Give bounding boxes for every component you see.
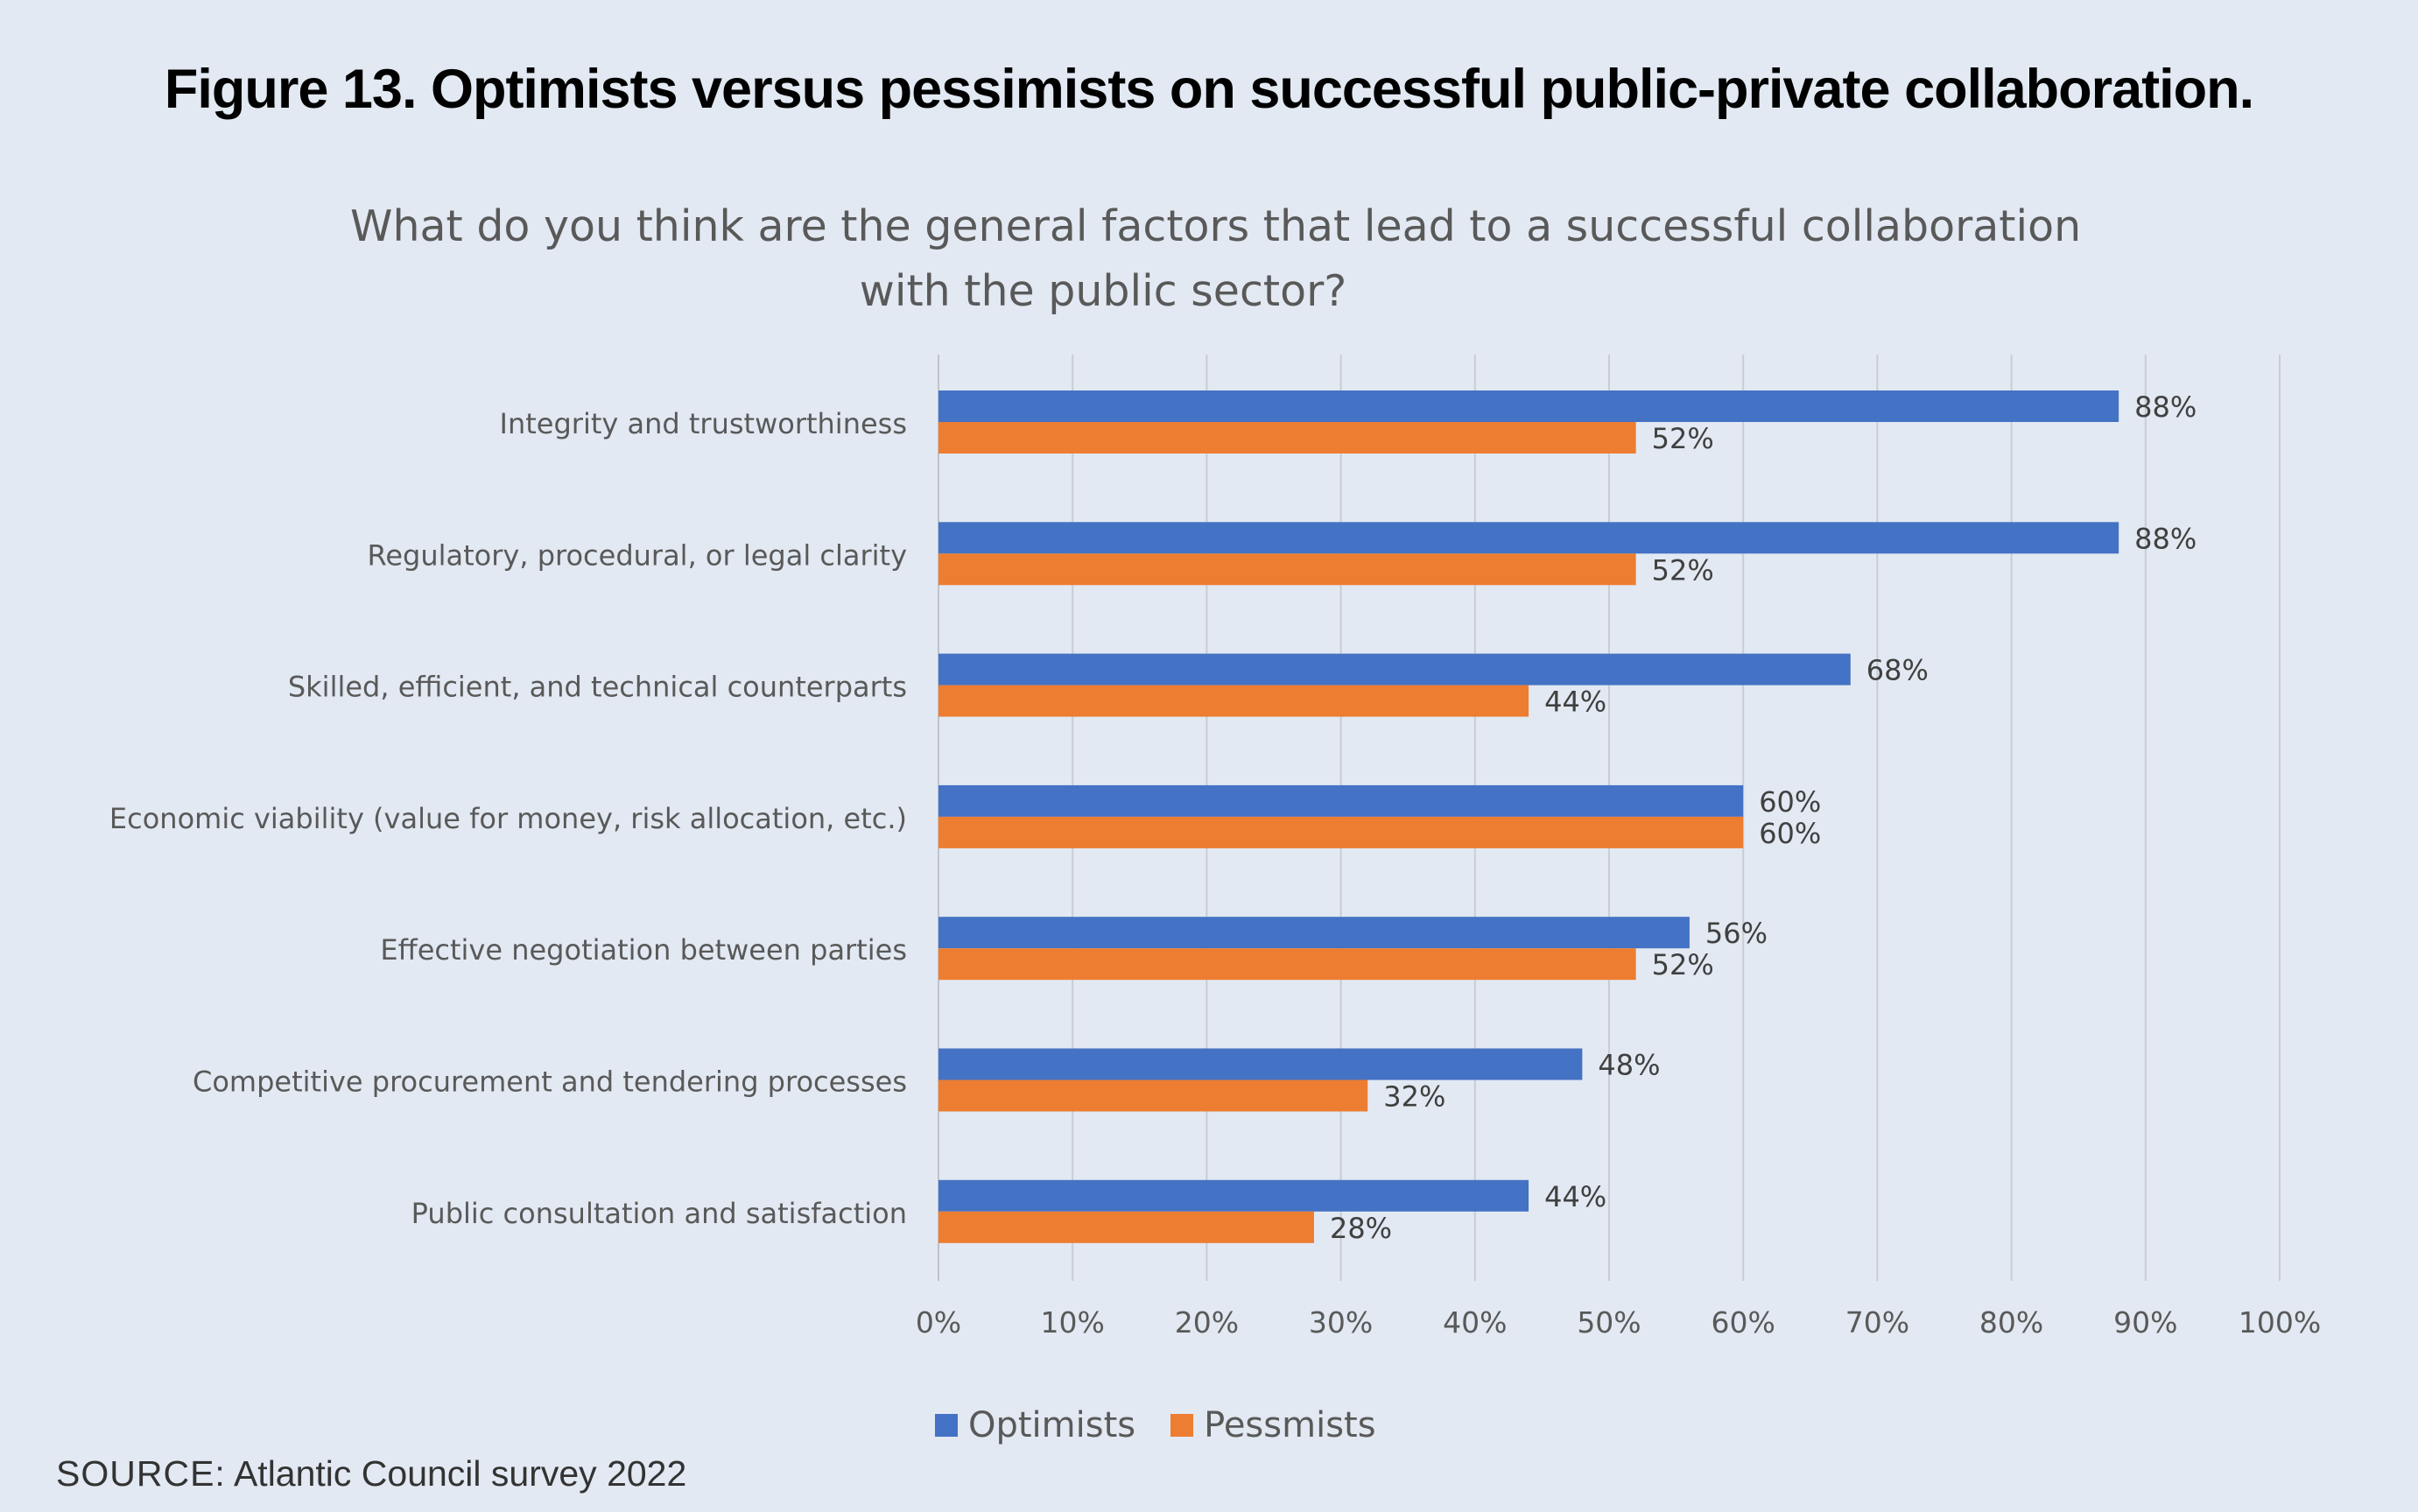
bar-optimists [938,784,1744,817]
data-label-optimists: 56% [1705,917,1768,950]
legend-label-pessimists: Pessmists [1204,1405,1376,1445]
chart-title: What do you think are the general factor… [350,194,2082,324]
bar-pessimists [938,816,1744,848]
data-label-pessimists: 28% [1330,1212,1392,1245]
bar-optimists [938,522,2119,554]
bar-optimists [938,653,1851,686]
data-label-optimists: 68% [1866,654,1929,687]
x-tick-label: 40% [1443,1305,1507,1340]
x-tick-label: 0% [916,1305,961,1340]
legend-swatch-pessimists [1170,1414,1194,1437]
bar-optimists [938,390,2119,422]
category-label: Regulatory, procedural, or legal clarity [368,538,907,572]
x-tick-label: 80% [1979,1305,2043,1340]
bar-pessimists [938,422,1636,454]
data-label-pessimists: 44% [1544,686,1606,719]
x-tick-label: 50% [1577,1305,1641,1340]
x-tick-label: 70% [1845,1305,1909,1340]
x-tick-label: 10% [1041,1305,1105,1340]
data-label-pessimists: 52% [1652,948,1714,981]
legend-item-pessimists: Pessmists [1170,1405,1376,1445]
source-label: SOURCE: [56,1453,226,1494]
x-tick-label: 60% [1712,1305,1775,1340]
source-note: SOURCE: Atlantic Council survey 2022 [56,1453,686,1494]
category-label: Skilled, efficient, and technical counte… [288,671,907,704]
legend: Optimists Pessmists [935,1399,1411,1452]
category-label: Economic viability (value for money, ris… [109,802,907,835]
data-label-optimists: 88% [2134,522,2197,555]
bar-pessimists [938,948,1636,981]
data-label-pessimists: 52% [1652,422,1714,455]
chart-title-line-2: with the public sector? [859,266,1347,316]
source-text: Atlantic Council survey 2022 [233,1453,687,1494]
bar-optimists [938,917,1690,949]
x-tick-label: 100% [2239,1305,2321,1340]
x-tick-label: 90% [2113,1305,2177,1340]
data-label-pessimists: 60% [1759,817,1821,850]
data-labels: 88%52%88%52%68%44%60%60%56%52%48%32%44%2… [1330,390,2197,1245]
category-label: Integrity and trustworthiness [500,407,907,440]
category-label: Effective negotiation between parties [380,933,907,967]
legend-swatch-optimists [935,1414,958,1437]
data-label-optimists: 44% [1544,1180,1606,1213]
bar-optimists [938,1179,1529,1212]
category-labels: Integrity and trustworthiness Regulatory,… [109,407,907,1230]
bar-pessimists [938,553,1636,586]
x-tick-label: 20% [1175,1305,1239,1340]
data-label-optimists: 88% [2134,390,2197,424]
chart-title-line-1: What do you think are the general factor… [350,201,2082,251]
bars [938,390,2119,1243]
category-label: Public consultation and satisfaction [411,1197,907,1230]
bar-pessimists [938,685,1529,717]
figure-title: Figure 13. Optimists versus pessimists o… [164,59,2254,120]
x-tick-labels: 0% 10% 20% 30% 40% 50% 60% 70% 80% 90% 100% [916,1305,2321,1340]
bar-pessimists [938,1211,1314,1243]
data-label-optimists: 60% [1759,785,1821,819]
bar-optimists [938,1048,1583,1080]
category-label: Competitive procurement and tendering pr… [193,1065,907,1099]
legend-label-optimists: Optimists [968,1405,1136,1445]
data-label-optimists: 48% [1598,1049,1660,1082]
data-label-pessimists: 32% [1383,1080,1445,1114]
legend-item-optimists: Optimists [935,1405,1135,1445]
bar-pessimists [938,1079,1368,1112]
data-label-pessimists: 52% [1652,553,1714,587]
x-tick-label: 30% [1309,1305,1373,1340]
